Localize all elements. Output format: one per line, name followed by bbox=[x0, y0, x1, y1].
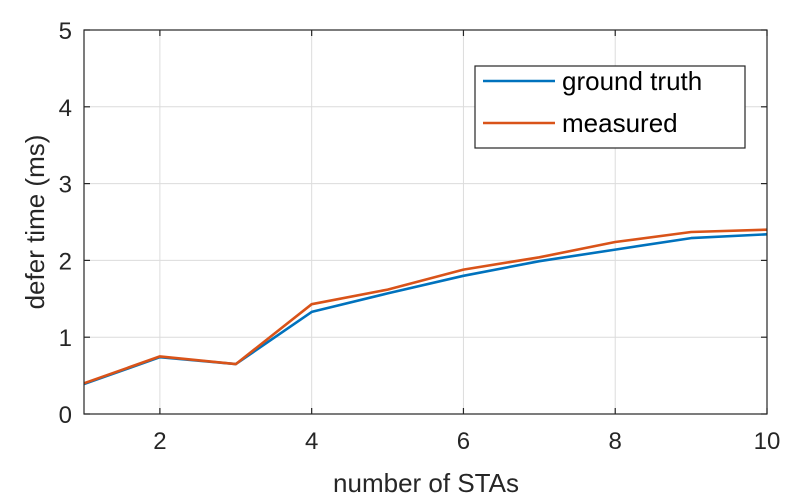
y-axis-title: defer time (ms) bbox=[20, 135, 50, 310]
x-tick-label: 2 bbox=[153, 428, 166, 455]
series-line-ground-truth bbox=[83, 233, 768, 386]
legend-label: ground truth bbox=[562, 66, 702, 96]
y-tick-label: 4 bbox=[59, 95, 72, 122]
x-tick-label: 10 bbox=[754, 428, 781, 455]
x-tick-label: 8 bbox=[609, 428, 622, 455]
y-tick-label: 3 bbox=[59, 172, 72, 199]
y-tick-label: 5 bbox=[59, 18, 72, 45]
legend-label: measured bbox=[562, 108, 678, 138]
axis-ticks bbox=[84, 29, 768, 415]
legend-box bbox=[474, 65, 746, 149]
y-tick-label: 1 bbox=[59, 325, 72, 352]
x-axis-title: number of STAs bbox=[333, 468, 519, 498]
x-tick-label: 6 bbox=[457, 428, 470, 455]
y-tick-label: 0 bbox=[59, 402, 72, 429]
plot-area-frame bbox=[83, 29, 768, 415]
series-lines bbox=[83, 228, 768, 386]
y-tick-label: 2 bbox=[59, 248, 72, 275]
series-line-measured bbox=[83, 228, 768, 385]
x-tick-label: 4 bbox=[305, 428, 318, 455]
legend: ground truth measured bbox=[474, 65, 746, 149]
tick-labels: 2 4 6 8 10 0 1 2 3 4 5 bbox=[59, 18, 781, 455]
